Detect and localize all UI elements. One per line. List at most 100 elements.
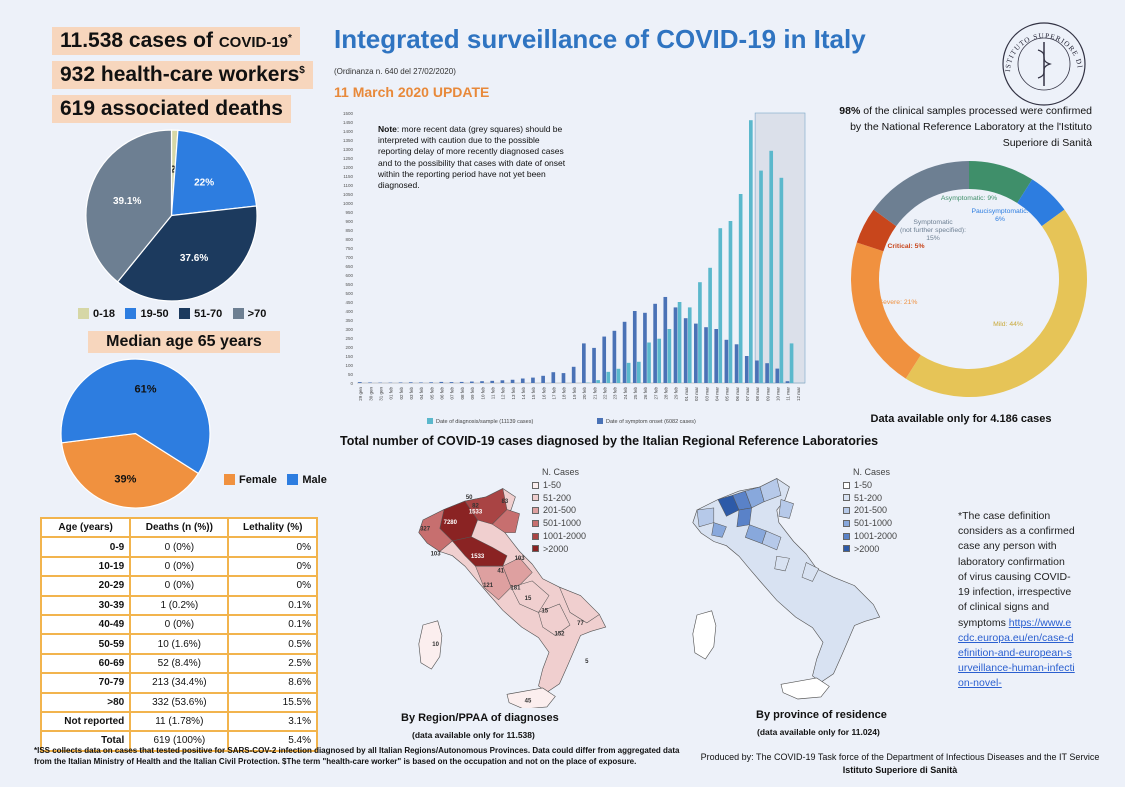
clinical-status-donut-chart: Asymptomatic: 9% Paucisymptomatic: 6% Mild:… [851, 161, 1087, 397]
region-case-label: 152 [554, 632, 565, 638]
bar-diagnosis [687, 307, 692, 383]
bar-onset [480, 381, 484, 383]
x-tick-label: 14 feb [521, 387, 526, 400]
x-tick-label: 25 feb [633, 387, 638, 400]
legend-row: 51-200 [843, 492, 897, 505]
cases-count-text: 11.538 cases of [60, 29, 213, 52]
map-region [559, 586, 600, 624]
cases-count: 11.538 cases of COVID-19* [52, 27, 300, 55]
epidemic-curve-bar-chart: 0 50 100 150 200 250 300 350 400 450 500 550 600 650 7… [343, 111, 806, 425]
bar-diagnosis [667, 329, 672, 383]
map-region [510, 580, 550, 613]
table-cell-age: 0-9 [39, 536, 132, 558]
x-tick-label: 11 mar [786, 386, 791, 400]
legend-row: 501-1000 [532, 517, 586, 530]
legend-swatch [427, 418, 433, 424]
bar-onset [724, 339, 729, 383]
table-header-deaths: Deaths (n (%)) [129, 516, 230, 539]
bar-diagnosis [626, 362, 631, 383]
x-tick-label: 06 mar [735, 387, 740, 402]
region-case-label: 83 [502, 499, 509, 505]
samples-confirmed-text: 98% of the clinical samples processed we… [839, 105, 1092, 149]
y-tick-label: 1000 [343, 201, 354, 206]
bar-onset [429, 382, 433, 383]
table-cell-deaths: 52 (8.4%) [129, 652, 230, 675]
donut-label: Symptomatic (not further specified): 15% [900, 219, 966, 242]
y-tick-label: 450 [345, 300, 353, 305]
svg-text:ISTITUTO SUPERIORE DI SANITÀ: ISTITUTO SUPERIORE DI SANITÀ [1000, 20, 1084, 72]
x-tick-label: 09 feb [470, 387, 475, 400]
x-tick-label: 04 feb [419, 387, 424, 400]
sicily [780, 677, 830, 700]
x-tick-label: 17 feb [552, 387, 557, 400]
map-region [801, 562, 820, 582]
x-tick-label: 11 feb [490, 387, 495, 400]
bar-onset [582, 343, 586, 383]
x-tick-label: 02 feb [399, 387, 404, 400]
x-tick-label: 29 gen [358, 387, 363, 401]
bar-onset [612, 330, 617, 383]
italy-region-map: 7280 1533 327 1533 121 41 103 50 83 82 181 15 15 152 7… [418, 488, 607, 708]
bar-chart-note: Note: more recent data (grey squares) sh… [378, 124, 566, 191]
italy-mainland [692, 478, 881, 683]
case-definition: *The case definition considers as a conf… [958, 510, 1075, 690]
table-cell-leth: 5.4% [227, 730, 318, 752]
x-tick-label: 05 feb [429, 387, 434, 400]
y-tick-label: 800 [345, 237, 353, 242]
bar-onset [673, 307, 678, 383]
legend-51-70-swatch [179, 308, 191, 319]
x-tick-label: 01 mar [684, 387, 689, 402]
bar-diagnosis [616, 368, 621, 383]
bar-diagnosis [698, 282, 702, 383]
bar-diagnosis [728, 221, 733, 383]
x-tick-label: 03 feb [409, 387, 414, 400]
bar-onset [541, 375, 545, 383]
bar-diagnosis [677, 302, 682, 383]
legend-row: 1001-2000 [532, 530, 586, 543]
table-cell-age: 60-69 [39, 652, 132, 675]
legend-row: 501-1000 [843, 517, 897, 530]
table-cell-age: 40-49 [39, 613, 132, 636]
x-tick-label: 01 feb [389, 387, 394, 400]
sardinia [418, 620, 443, 670]
legend-title: N. Cases [853, 467, 891, 477]
bar-diagnosis [657, 338, 662, 383]
bar-onset [398, 382, 403, 383]
bar-onset [602, 336, 607, 383]
x-tick-label: 04 mar [714, 387, 719, 402]
legend-row: 201-500 [843, 504, 897, 517]
table-row: 70-79 213 (34.4%) 8.6% [39, 672, 318, 694]
table-cell-age: 10-19 [39, 555, 132, 578]
bar-onset [490, 380, 495, 383]
region-case-label: 181 [510, 585, 521, 591]
region-case-label: 1533 [471, 554, 485, 560]
deaths-count: 619 associated deaths [52, 95, 291, 123]
y-tick-label: 100 [345, 363, 353, 368]
map-region [502, 557, 533, 588]
bar-onset [694, 323, 698, 383]
y-tick-label: 1300 [343, 147, 354, 152]
legend-19-50-swatch [125, 308, 137, 319]
x-tick-label: 08 feb [460, 387, 465, 400]
x-tick-label: 05 mar [725, 387, 730, 402]
table-cell-age: 70-79 [39, 672, 132, 694]
bar-diagnosis [738, 194, 743, 383]
bar-onset [571, 366, 576, 383]
y-tick-label: 650 [345, 264, 353, 269]
region-case-label: 103 [515, 556, 526, 562]
x-tick-label: 21 feb [592, 387, 597, 400]
table-cell-leth: 15.5% [227, 691, 318, 713]
table-cell-leth: 0% [227, 575, 318, 597]
province-map-caption: By province of residence [756, 709, 887, 721]
y-tick-label: 1450 [343, 120, 354, 125]
sardinia [692, 610, 717, 660]
bar-diagnosis [647, 342, 651, 383]
region-case-label: 15 [541, 608, 548, 614]
bar-onset [755, 360, 759, 383]
y-tick-label: 1500 [343, 111, 354, 116]
table-header-row: Age (years) Deaths (n (%)) Lethality (%) [39, 516, 318, 539]
region-case-label: 41 [497, 569, 504, 575]
bar-onset [714, 329, 719, 383]
map-region [736, 507, 752, 528]
ecdc-link[interactable]: https://www.ecdc.europa.eu/en/case-defin… [958, 616, 1075, 690]
